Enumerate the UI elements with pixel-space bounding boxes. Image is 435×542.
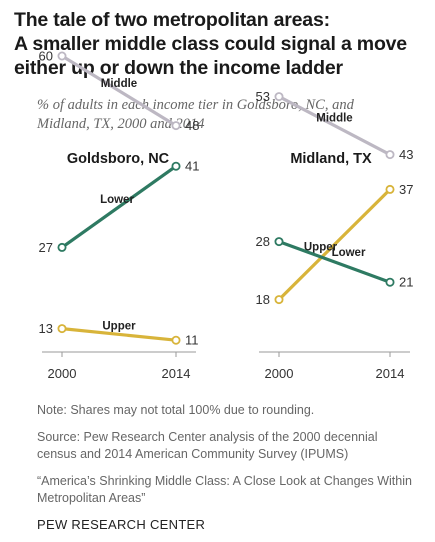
midland-lower-line — [278, 240, 391, 284]
midland-middle-value-end: 43 — [399, 147, 413, 162]
midland-middle-line — [278, 95, 391, 157]
goldsboro-lower-point-start — [57, 242, 67, 252]
goldsboro-middle-series-label: Middle — [101, 78, 137, 90]
footnote: Note: Shares may not total 100% due to r… — [37, 403, 315, 417]
goldsboro-middle-value-start: 60 — [39, 49, 53, 64]
midland-middle-series-label: Middle — [316, 113, 352, 125]
title-line-2: A smaller middle class could signal a mo… — [14, 33, 407, 55]
report-title-line-1: “America’s Shrinking Middle Class: A Clo… — [37, 474, 412, 488]
midland-upper-point-end — [385, 184, 395, 194]
midland-lower-point-start — [274, 237, 284, 247]
goldsboro-upper-series-label: Upper — [102, 320, 136, 332]
subtitle-line-2: Midland, TX, 2000 and 2014 — [37, 116, 205, 132]
midland-upper-value-end: 37 — [399, 182, 413, 197]
midland-tick-label-end: 2014 — [376, 366, 405, 381]
goldsboro-lower-value-start: 27 — [39, 240, 53, 255]
midland-upper-line — [277, 188, 392, 301]
goldsboro-tick-label-end: 2014 — [162, 366, 191, 381]
goldsboro-middle-point-end — [171, 121, 181, 131]
source-line-1: Source: Pew Research Center analysis of … — [37, 430, 378, 444]
goldsboro-upper-point-end — [171, 335, 181, 345]
slope-charts: Goldsboro, NC 2000 2014 60 48 Middle 27 41 Lower… — [39, 49, 414, 382]
midland-lower-series-label: Lower — [332, 247, 366, 259]
midland-lower-value-start: 28 — [256, 234, 270, 249]
title-line-3: either up or down the income ladder — [14, 57, 343, 79]
source-line-2: census and 2014 American Community Surve… — [37, 447, 349, 461]
midland-middle-point-end — [385, 150, 395, 160]
goldsboro-middle-line — [61, 54, 177, 127]
midland-middle-value-start: 53 — [256, 89, 270, 104]
goldsboro-upper-value-start: 13 — [39, 321, 53, 336]
title-line-1: The tale of two metropolitan areas: — [14, 9, 330, 31]
goldsboro-lower-value-end: 41 — [185, 159, 199, 174]
goldsboro-tick-label-start: 2000 — [48, 366, 77, 381]
goldsboro-lower-line — [61, 164, 177, 249]
midland-lower-value-end: 21 — [399, 275, 413, 290]
chart-subtitle: % of adults in each income tier in Golds… — [37, 96, 427, 134]
midland-upper-series-label: Upper — [304, 242, 338, 254]
goldsboro-upper-value-end: 11 — [185, 333, 199, 348]
brand-name: PEW RESEARCH CENTER — [37, 517, 206, 532]
goldsboro-lower-point-end — [171, 161, 181, 171]
goldsboro-upper-point-start — [57, 324, 67, 334]
report-title-line-2: Metropolitan Areas” — [37, 491, 146, 505]
midland-panel-title: Midland, TX — [290, 151, 372, 167]
goldsboro-panel-title: Goldsboro, NC — [67, 151, 170, 167]
midland-tick-label-start: 2000 — [265, 366, 294, 381]
subtitle-line-1: % of adults in each income tier in Golds… — [37, 97, 354, 113]
goldsboro-middle-value-end: 48 — [185, 118, 199, 133]
goldsboro-middle-point-start — [57, 51, 67, 61]
goldsboro-lower-series-label: Lower — [100, 194, 134, 206]
goldsboro-upper-line — [61, 327, 177, 342]
midland-lower-point-end — [385, 277, 395, 287]
chart-title: The tale of two metropolitan areas: A sm… — [14, 8, 424, 80]
midland-upper-point-start — [274, 295, 284, 305]
midland-middle-point-start — [274, 92, 284, 102]
midland-upper-value-start: 18 — [256, 292, 270, 307]
